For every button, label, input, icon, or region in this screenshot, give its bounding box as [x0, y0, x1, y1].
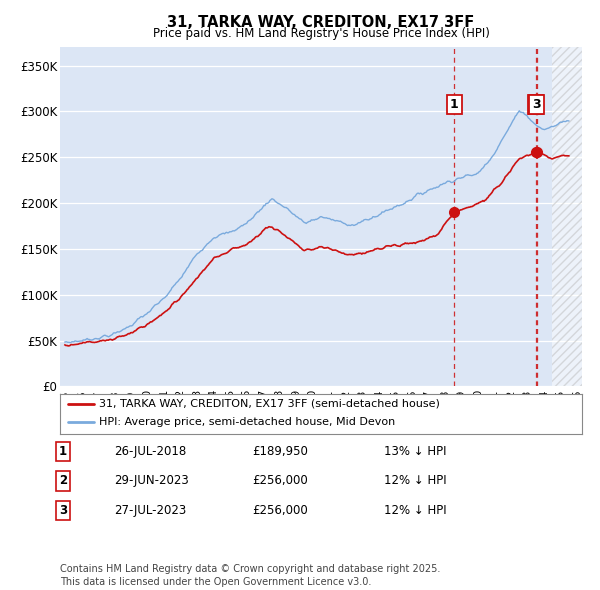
Text: £189,950: £189,950 [252, 445, 308, 458]
Text: 1: 1 [450, 99, 458, 112]
Text: Price paid vs. HM Land Registry's House Price Index (HPI): Price paid vs. HM Land Registry's House … [152, 27, 490, 40]
Bar [552, 47, 582, 386]
Text: 3: 3 [59, 504, 67, 517]
Text: Contains HM Land Registry data © Crown copyright and database right 2025.
This d: Contains HM Land Registry data © Crown c… [60, 564, 440, 587]
Text: 12% ↓ HPI: 12% ↓ HPI [384, 504, 446, 517]
Bar [552, 47, 582, 386]
Text: 1: 1 [59, 445, 67, 458]
Text: 29-JUN-2023: 29-JUN-2023 [114, 474, 189, 487]
Text: 3: 3 [533, 99, 541, 112]
Text: 13% ↓ HPI: 13% ↓ HPI [384, 445, 446, 458]
Text: 2: 2 [59, 474, 67, 487]
Text: 26-JUL-2018: 26-JUL-2018 [114, 445, 186, 458]
Text: 12% ↓ HPI: 12% ↓ HPI [384, 474, 446, 487]
Text: 27-JUL-2023: 27-JUL-2023 [114, 504, 186, 517]
Text: £256,000: £256,000 [252, 504, 308, 517]
Text: 2: 2 [531, 99, 540, 112]
Text: 31, TARKA WAY, CREDITON, EX17 3FF: 31, TARKA WAY, CREDITON, EX17 3FF [167, 15, 475, 30]
Text: HPI: Average price, semi-detached house, Mid Devon: HPI: Average price, semi-detached house,… [99, 417, 395, 427]
Text: 31, TARKA WAY, CREDITON, EX17 3FF (semi-detached house): 31, TARKA WAY, CREDITON, EX17 3FF (semi-… [99, 399, 440, 408]
Text: £256,000: £256,000 [252, 474, 308, 487]
